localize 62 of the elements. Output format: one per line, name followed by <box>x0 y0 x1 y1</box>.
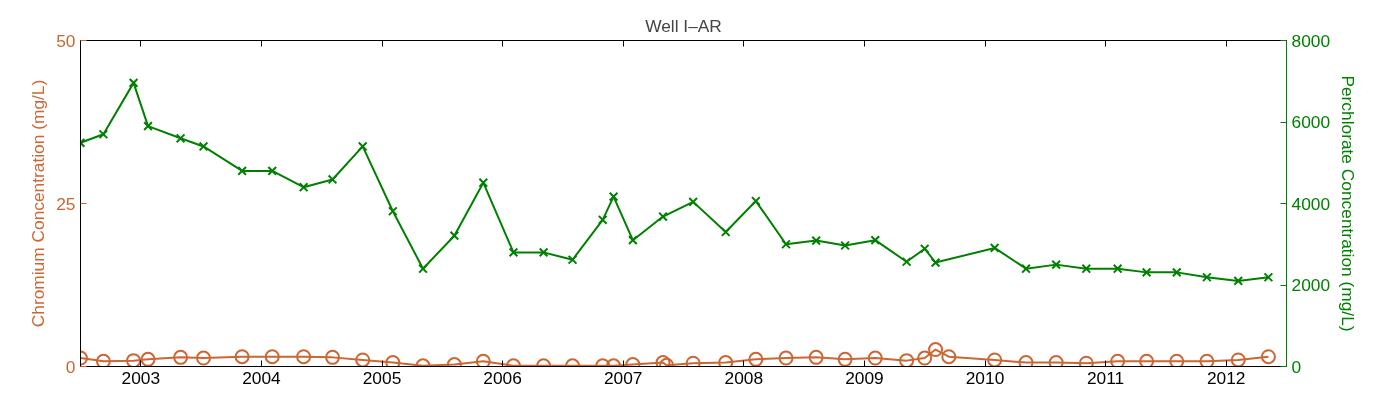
point <box>658 211 668 222</box>
y2-tick-label: 4000 <box>1291 193 1331 214</box>
point <box>418 263 428 274</box>
point <box>901 256 912 267</box>
point <box>1081 263 1092 274</box>
point <box>538 247 549 258</box>
point <box>781 239 791 250</box>
y2-tick-label: 6000 <box>1291 112 1331 132</box>
x-tick-label: 2011 <box>1086 367 1125 388</box>
point <box>597 214 608 225</box>
point <box>627 235 638 246</box>
point <box>870 235 881 246</box>
point <box>128 77 139 88</box>
point <box>688 196 699 207</box>
point <box>1171 267 1182 278</box>
y2-axis-title: Perchlorate Concentration (mg/L) <box>1338 75 1359 332</box>
point <box>508 247 519 258</box>
x-tick-label: 2009 <box>845 367 884 388</box>
point <box>327 174 338 185</box>
chart-title: Well I–AR <box>645 15 722 36</box>
point <box>1263 272 1274 283</box>
point <box>1112 263 1123 274</box>
x-tick-label: 2004 <box>242 367 282 388</box>
y-axis-title: Chromium Concentration (mg/L) <box>28 79 49 328</box>
point <box>267 166 278 176</box>
point <box>1021 263 1031 274</box>
y2-tick-label: 2000 <box>1291 275 1331 295</box>
y-tick-label: 25 <box>56 193 76 214</box>
y2-tick-label: 8000 <box>1291 30 1331 51</box>
point <box>175 133 186 144</box>
point <box>298 182 309 193</box>
point <box>811 235 822 246</box>
point <box>98 129 109 140</box>
x-tick-label: 2008 <box>724 367 764 388</box>
y2-tick-label: 0 <box>1291 356 1302 377</box>
point <box>237 166 247 176</box>
point <box>930 257 941 268</box>
y-tick-label: 0 <box>65 356 76 377</box>
point <box>1051 259 1062 270</box>
x-tick-label: 2006 <box>483 367 522 388</box>
point <box>567 254 578 265</box>
point <box>750 196 761 206</box>
point <box>608 191 619 202</box>
point <box>1141 267 1152 278</box>
x-tick-label: 2003 <box>121 367 161 388</box>
point <box>720 227 731 237</box>
point <box>478 177 489 188</box>
point <box>989 243 1000 253</box>
y-tick-label: 50 <box>56 30 76 51</box>
x-tick-label: 2007 <box>603 367 643 388</box>
x-tick-label: 2010 <box>965 367 1005 388</box>
point <box>387 206 398 217</box>
x-tick-label: 2005 <box>362 367 402 388</box>
point <box>840 240 850 251</box>
point <box>1233 276 1244 286</box>
point <box>919 243 930 254</box>
point <box>449 230 460 241</box>
x-tick-label: 2012 <box>1206 367 1246 388</box>
point <box>198 141 209 152</box>
point <box>1202 272 1212 283</box>
point <box>143 121 153 131</box>
point <box>357 141 368 152</box>
